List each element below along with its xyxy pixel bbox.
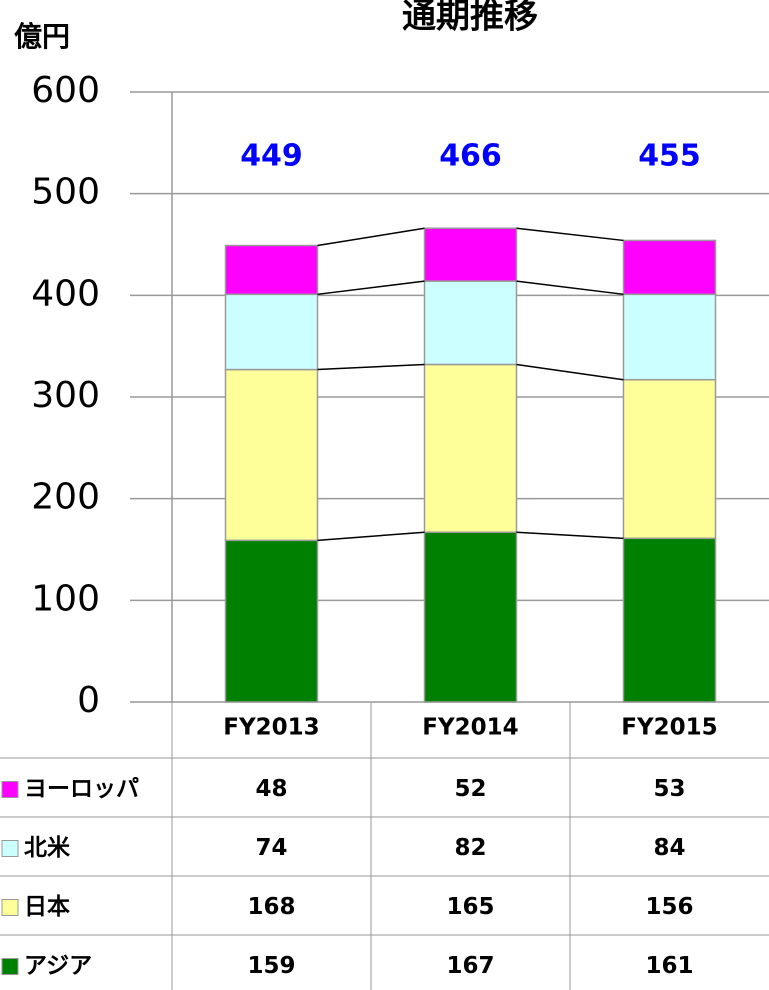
bar-segment [622, 537, 717, 703]
table-cell: 165 [446, 894, 494, 920]
table-cell: 48 [255, 776, 287, 802]
total-label: 455 [638, 139, 701, 174]
bar-segment [622, 239, 717, 296]
y-tick-label: 0 [77, 680, 100, 721]
y-tick-label: 100 [31, 578, 100, 619]
bar-segment [224, 539, 319, 703]
x-tick-label: FY2015 [621, 715, 717, 741]
legend-label: アジア [24, 953, 92, 979]
bar-segment [224, 368, 319, 542]
bar-segment [622, 378, 717, 540]
table-cell: 74 [255, 835, 287, 861]
table-cell: 156 [645, 894, 693, 920]
table-cell: 168 [247, 894, 295, 920]
bar-segment [423, 531, 518, 703]
legend-swatch [1, 840, 19, 857]
bar-segment [423, 363, 518, 533]
y-axis-label: 億円 [14, 20, 70, 53]
y-tick-label: 600 [31, 70, 100, 111]
legend-label: 日本 [24, 894, 70, 920]
legend-swatch [1, 899, 19, 916]
series-connector [317, 531, 425, 542]
chart-title: 通期推移 [402, 0, 538, 37]
table-cell: 159 [247, 953, 295, 979]
table-cell: 53 [653, 776, 685, 802]
legend-label: 北米 [24, 835, 71, 861]
x-tick-label: FY2013 [223, 715, 319, 741]
table-cell: 52 [454, 776, 486, 802]
series-connector [516, 363, 624, 381]
table-cell: 82 [454, 835, 486, 861]
y-tick-label: 200 [31, 477, 100, 518]
legend-swatch [1, 958, 19, 975]
series-connector [317, 227, 425, 247]
bar-segment [423, 227, 518, 282]
x-tick-label: FY2014 [422, 715, 518, 741]
bar-segment [224, 244, 319, 296]
y-tick-label: 300 [31, 375, 100, 416]
bar-segment [224, 293, 319, 371]
total-label: 449 [240, 139, 303, 174]
series-connector [317, 363, 425, 371]
table-cell: 167 [446, 953, 494, 979]
bar-segment [622, 293, 717, 381]
series-connector [516, 280, 624, 296]
legend-swatch [1, 781, 19, 798]
table-cell: 161 [645, 953, 693, 979]
total-label: 466 [439, 139, 502, 174]
y-tick-label: 400 [31, 273, 100, 314]
legend-label: ヨーロッパ [24, 776, 139, 802]
series-connector [317, 280, 425, 296]
series-connector [516, 531, 624, 540]
y-tick-label: 500 [31, 172, 100, 213]
table-cell: 84 [653, 835, 685, 861]
series-connector [516, 227, 624, 242]
bar-segment [423, 280, 518, 366]
